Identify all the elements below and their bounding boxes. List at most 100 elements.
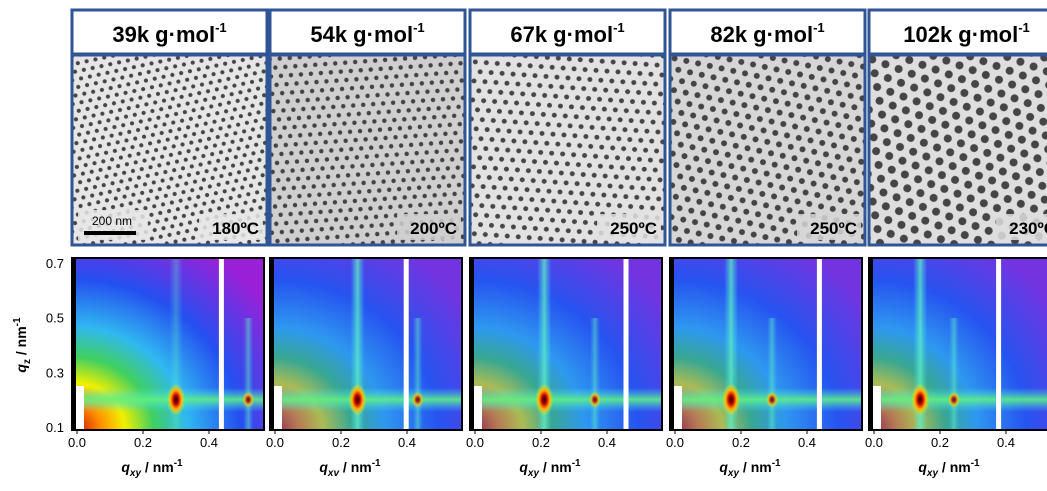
beamstop	[869, 258, 873, 430]
bragg-rod-2	[948, 318, 959, 430]
axis-exp: -1	[12, 317, 23, 326]
axis-sub: xy	[129, 468, 142, 479]
axis-exp: -1	[772, 458, 781, 469]
x-tick-label: 0.0	[865, 435, 883, 450]
axis-symbol: q	[719, 459, 728, 475]
scale-bar-label: 200 nm	[92, 214, 132, 228]
sem-frame	[468, 53, 667, 247]
temperature-label: 200ºC	[410, 219, 457, 238]
header-box	[70, 8, 269, 56]
scale-bar	[84, 231, 136, 235]
map-frame	[669, 257, 863, 431]
temp-bg	[199, 214, 263, 240]
y-axis-label: qz / nm-1	[12, 317, 33, 373]
beamstop-white	[274, 386, 282, 430]
yoneda-band	[670, 387, 862, 412]
beamstop	[470, 258, 474, 430]
molar-mass-label: 67k g·mol-1	[510, 20, 624, 47]
y-tick-label: 0.1	[46, 420, 64, 435]
bragg-spot	[535, 383, 554, 416]
temperature-label: 180ºC	[212, 219, 259, 238]
sem-image	[470, 55, 665, 245]
detector-gap	[218, 258, 224, 430]
sem-frame	[668, 53, 867, 247]
axis-sub: xv	[327, 468, 341, 479]
x-tick-label: 0.0	[266, 435, 284, 450]
sem-image	[270, 55, 465, 245]
molar-mass-exp: -1	[413, 20, 425, 35]
x-tick-label: 0.2	[134, 435, 152, 450]
header-box	[668, 8, 867, 56]
x-tick-label: 0.0	[666, 435, 684, 450]
x-tick-label: 0.0	[68, 435, 86, 450]
axis-unit: / nm	[13, 326, 29, 359]
x-axis-label: qxy / nm-1	[121, 458, 183, 479]
header-box	[468, 8, 667, 56]
molar-mass: 54k g·mol	[310, 22, 413, 47]
molar-mass-exp: -1	[1018, 20, 1030, 35]
molar-mass-exp: -1	[613, 20, 625, 35]
molar-mass: 102k g·mol	[903, 22, 1018, 47]
map-frame	[71, 257, 265, 431]
bragg-spot-2	[947, 391, 960, 408]
x-tick-label: 0.4	[398, 435, 416, 450]
map-frame	[868, 257, 1047, 431]
bragg-spot-2	[242, 391, 255, 408]
x-tick-label: 0.2	[931, 435, 949, 450]
molar-mass-label: 102k g·mol-1	[903, 20, 1030, 47]
temperature-label: 250ºC	[610, 219, 657, 238]
beamstop	[670, 258, 674, 430]
axis-sub: z	[22, 359, 33, 364]
x-tick-label: 0.4	[598, 435, 616, 450]
axis-unit: / nm	[739, 459, 772, 475]
y-tick-label: 0.5	[46, 311, 64, 326]
y-tick-label: 0.3	[46, 365, 64, 380]
x-tick-label: 0.2	[332, 435, 350, 450]
x-tick-label: 0.2	[732, 435, 750, 450]
axis-sub: xy	[926, 468, 939, 479]
x-axis-label: qxy / nm-1	[918, 458, 980, 479]
axis-unit: / nm	[539, 459, 572, 475]
axis-unit: / nm	[141, 459, 174, 475]
molar-mass-label: 54k g·mol-1	[310, 20, 424, 47]
detector-gap	[623, 258, 629, 430]
molar-mass-exp: -1	[813, 20, 825, 35]
header-box	[867, 8, 1047, 56]
map-frame	[469, 257, 663, 431]
detector-gap	[996, 258, 1002, 430]
axis-unit: / nm	[938, 459, 971, 475]
axis-symbol: q	[13, 364, 29, 373]
sem-image	[670, 55, 865, 245]
x-tick-label: 0.4	[798, 435, 816, 450]
molar-mass: 67k g·mol	[510, 22, 613, 47]
sem-frame	[268, 53, 467, 247]
axis-sub: xy	[727, 468, 740, 479]
beamstop-white	[873, 386, 881, 430]
yoneda-band	[470, 387, 662, 412]
detector-gap	[403, 258, 409, 430]
beamstop-white	[76, 386, 84, 430]
detector-gap	[816, 258, 822, 430]
temp-bg	[397, 214, 461, 240]
bragg-spot	[722, 383, 741, 416]
x-tick-label: 0.4	[997, 435, 1015, 450]
bragg-spot	[348, 383, 367, 416]
axis-sub: xy	[527, 468, 540, 479]
x-tick-label: 0.0	[466, 435, 484, 450]
bragg-spot-2	[766, 391, 779, 408]
bragg-rod-2	[589, 318, 600, 430]
temp-bg	[797, 214, 861, 240]
axis-exp: -1	[174, 458, 183, 469]
molar-mass: 39k g·mol	[112, 22, 215, 47]
beamstop	[72, 258, 76, 430]
bragg-spot-2	[411, 391, 424, 408]
beamstop-white	[474, 386, 482, 430]
molar-mass-exp: -1	[215, 20, 227, 35]
beamstop-white	[674, 386, 682, 430]
axis-exp: -1	[572, 458, 581, 469]
y-tick-label: 0.7	[46, 256, 64, 271]
x-axis-label: qxy / nm-1	[719, 458, 781, 479]
bragg-spot	[911, 383, 930, 416]
sem-frame	[70, 53, 269, 247]
axis-symbol: q	[918, 459, 927, 475]
